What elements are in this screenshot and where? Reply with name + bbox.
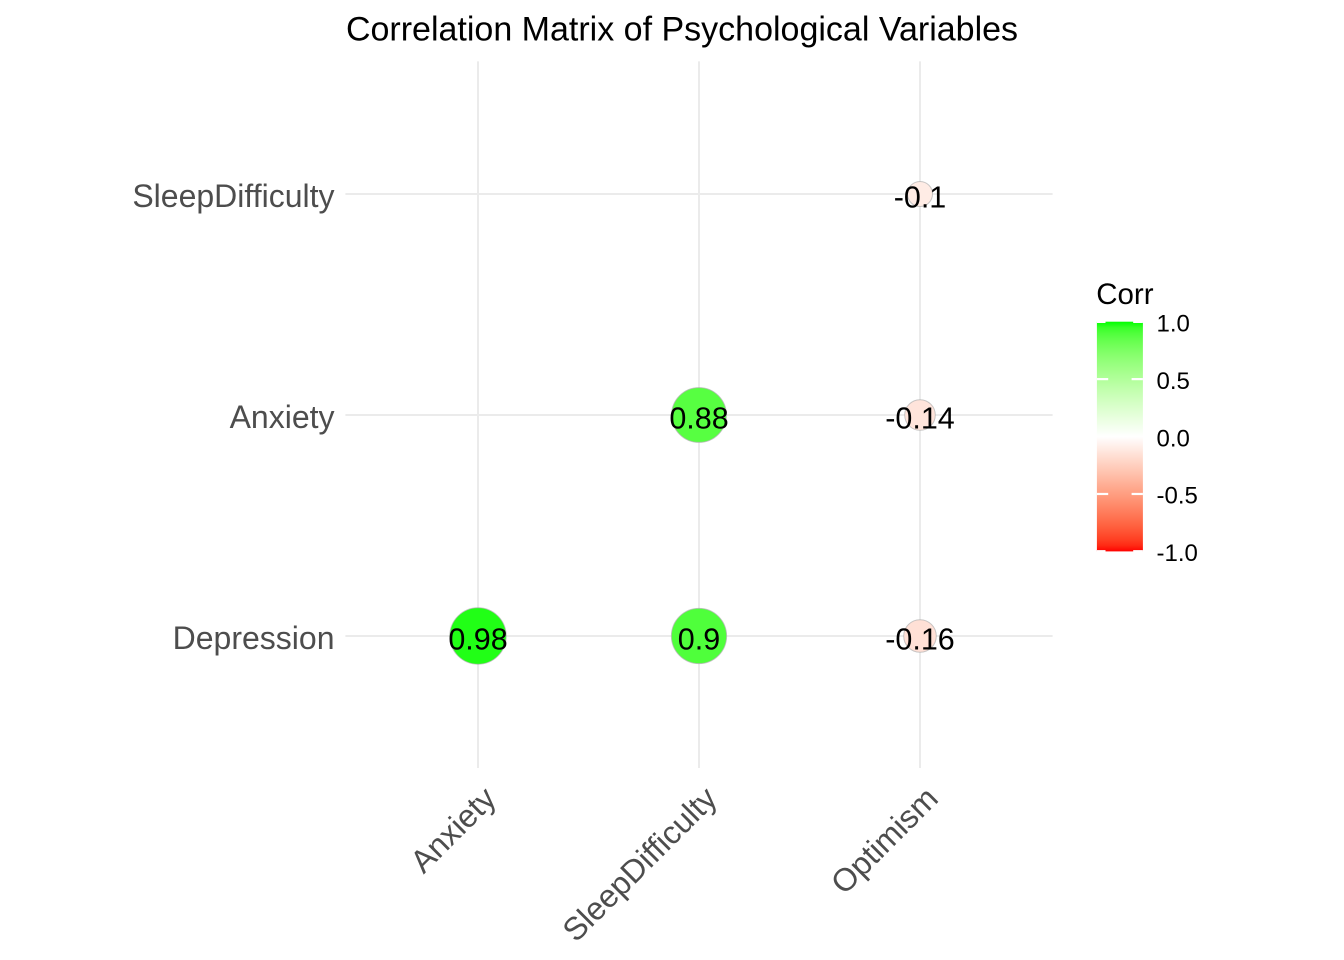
svg-text:-1.0: -1.0	[1157, 540, 1198, 567]
svg-text:-0.14: -0.14	[885, 402, 955, 436]
svg-text:0.98: 0.98	[448, 623, 507, 657]
svg-text:Anxiety: Anxiety	[230, 399, 335, 435]
svg-text:0.0: 0.0	[1157, 425, 1190, 452]
svg-text:Corr: Corr	[1096, 278, 1154, 311]
svg-text:0.88: 0.88	[669, 402, 728, 436]
svg-text:SleepDifficulty: SleepDifficulty	[132, 178, 334, 214]
svg-text:0.5: 0.5	[1157, 368, 1190, 395]
svg-text:Correlation Matrix of Psycholo: Correlation Matrix of Psychological Vari…	[346, 11, 1018, 49]
svg-text:0.9: 0.9	[678, 623, 720, 657]
svg-text:-0.5: -0.5	[1157, 483, 1198, 510]
svg-text:Depression: Depression	[173, 620, 335, 656]
svg-text:1.0: 1.0	[1157, 310, 1190, 337]
svg-text:-0.1: -0.1	[894, 181, 947, 215]
svg-text:-0.16: -0.16	[885, 623, 955, 657]
